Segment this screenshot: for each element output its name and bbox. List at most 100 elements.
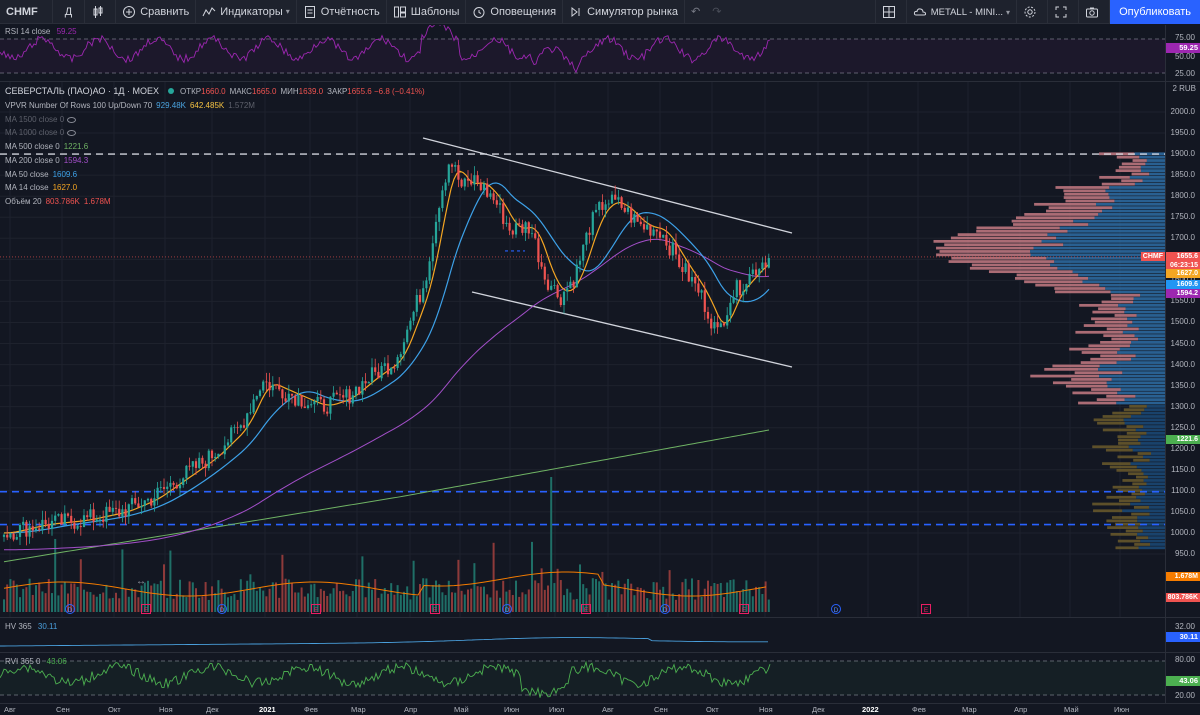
candle-body (601, 202, 604, 210)
earnings-icon (921, 604, 931, 614)
fullscreen-button[interactable] (1048, 0, 1080, 24)
rsi-scale[interactable]: 75.00 50.00 25.00 (1165, 25, 1200, 81)
earnings-icon (311, 604, 321, 614)
volume-bar (406, 586, 409, 612)
earnings-marker: E (141, 604, 151, 614)
interval-button[interactable]: Д (53, 0, 86, 24)
redo-button[interactable]: ↷ (706, 0, 727, 24)
volume-bar (630, 583, 633, 612)
profile-bar-down (1111, 516, 1138, 519)
profile-bar-up (1137, 519, 1165, 523)
profile-bar-up (1102, 209, 1165, 213)
profile-bar-up (1145, 162, 1165, 166)
rvi-pane[interactable]: RVI 365 0 43.06 (0, 653, 1165, 703)
profile-bar-down (1015, 277, 1089, 280)
candle-body (658, 231, 662, 238)
chart-style-button[interactable] (85, 0, 117, 24)
candle-body (338, 394, 342, 396)
profile-bar-down (1091, 388, 1121, 391)
volume-bar (364, 597, 367, 612)
report-button[interactable]: Отчётность (297, 0, 387, 24)
indicator-legend-row: MA 1000 close 0 (5, 128, 77, 137)
symbol-search-button[interactable]: CHMF (0, 0, 53, 24)
candles (2, 159, 770, 546)
settings-button[interactable] (1017, 0, 1049, 24)
candle-body (374, 367, 377, 372)
candle-body (489, 193, 492, 197)
profile-bar-down (1133, 506, 1149, 509)
volume-bar (425, 578, 428, 612)
rvi-legend: RVI 365 0 43.06 (5, 657, 67, 666)
profile-bar-down (1100, 354, 1136, 358)
indicators-button[interactable]: Индикаторы ▾ (196, 0, 297, 24)
candle-body (153, 498, 156, 506)
volume-bar (566, 588, 569, 612)
rsi-pane[interactable]: RSI 14 close 59.25 (0, 20, 1165, 81)
alerts-button[interactable]: Оповещения (466, 0, 564, 24)
main-chart-pane[interactable]: ↔ D E D E E D E D E D E СЕВЕРСТАЛЬ (ПАО)АО · 1Д · M… (0, 82, 1165, 617)
volume-bar (9, 579, 12, 612)
volume-bar (553, 583, 556, 612)
pane-divider[interactable] (0, 617, 1200, 618)
volume-bar (201, 596, 204, 612)
compare-button[interactable]: Сравнить (116, 0, 197, 24)
dividend-icon (65, 604, 75, 614)
candle-body (505, 222, 508, 224)
replay-button[interactable]: Симулятор рынка (563, 0, 685, 24)
volume-bar (467, 589, 469, 612)
candle-body (172, 482, 175, 485)
candle-body (479, 182, 482, 191)
time-axis[interactable]: Авг Сен Окт Ноя Дек 2021 Фев Мар Апр Май Июн Июл Авг… (0, 703, 1200, 715)
profile-bar-up (1067, 229, 1165, 233)
snapshot-button[interactable] (1079, 0, 1111, 24)
price-label: 1050.0 (1170, 506, 1195, 516)
profile-bar-down (936, 253, 1031, 257)
profile-bar-down (1090, 357, 1131, 361)
layout-name-button[interactable]: METALL - MINI... ▾ (907, 0, 1018, 24)
ohlc-value: 1665.0 (251, 87, 277, 96)
candle-body (201, 457, 204, 464)
profile-bar-up (1136, 314, 1165, 317)
rvi-scale-20: 20.00 (1174, 691, 1195, 700)
indicator-legend-row: MA 200 close 0 1594.3 (5, 156, 88, 165)
profile-bar-up (1149, 512, 1165, 516)
dividend-marker: D (831, 604, 841, 614)
candle-body (543, 266, 546, 280)
profile-bar-up (1150, 543, 1165, 546)
ohlc-value: 1660.0 (201, 87, 226, 96)
pane-divider[interactable] (0, 81, 1200, 82)
profile-bar-up (1136, 465, 1165, 469)
chevron-down-icon: ▾ (285, 7, 290, 16)
ohlc-value: 1639.0 (298, 87, 324, 96)
volume-bar (358, 579, 361, 612)
price-label: 1200.0 (1170, 443, 1195, 453)
candles-icon (93, 5, 103, 18)
profile-bar-up (1142, 529, 1165, 533)
profile-bar-up (1117, 391, 1165, 395)
candle-body (9, 533, 12, 538)
publish-button[interactable]: Опубликовать (1110, 0, 1200, 24)
candle-body (217, 453, 220, 457)
candle-body (425, 280, 428, 289)
event-label: D (505, 607, 510, 614)
volume-bar (223, 592, 226, 612)
profile-bar-up (1140, 539, 1165, 543)
candle-body (588, 232, 591, 235)
pane-divider[interactable] (0, 652, 1200, 653)
candle-body (223, 445, 226, 455)
volume-bar (633, 595, 636, 612)
event-label: E (433, 607, 438, 614)
hv-pane[interactable]: HV 365 30.11 (0, 618, 1165, 652)
candle-body (518, 223, 521, 225)
price-label: 1700.0 (1170, 233, 1195, 243)
candle-body (569, 281, 572, 289)
profile-bar-down (1102, 462, 1131, 465)
undo-button[interactable]: ↶ (685, 0, 706, 24)
profile-bar-up (1132, 448, 1165, 452)
layout-grid-button[interactable] (874, 0, 907, 24)
price-scale[interactable]: 2 RUB 2000.0 1950.0 1900.0 1850.0 1800.0 1750… (1165, 82, 1200, 617)
candle-body (754, 269, 758, 276)
templates-button[interactable]: Шаблоны (387, 0, 467, 24)
candle-body (732, 297, 735, 303)
volume-bar (255, 590, 258, 612)
